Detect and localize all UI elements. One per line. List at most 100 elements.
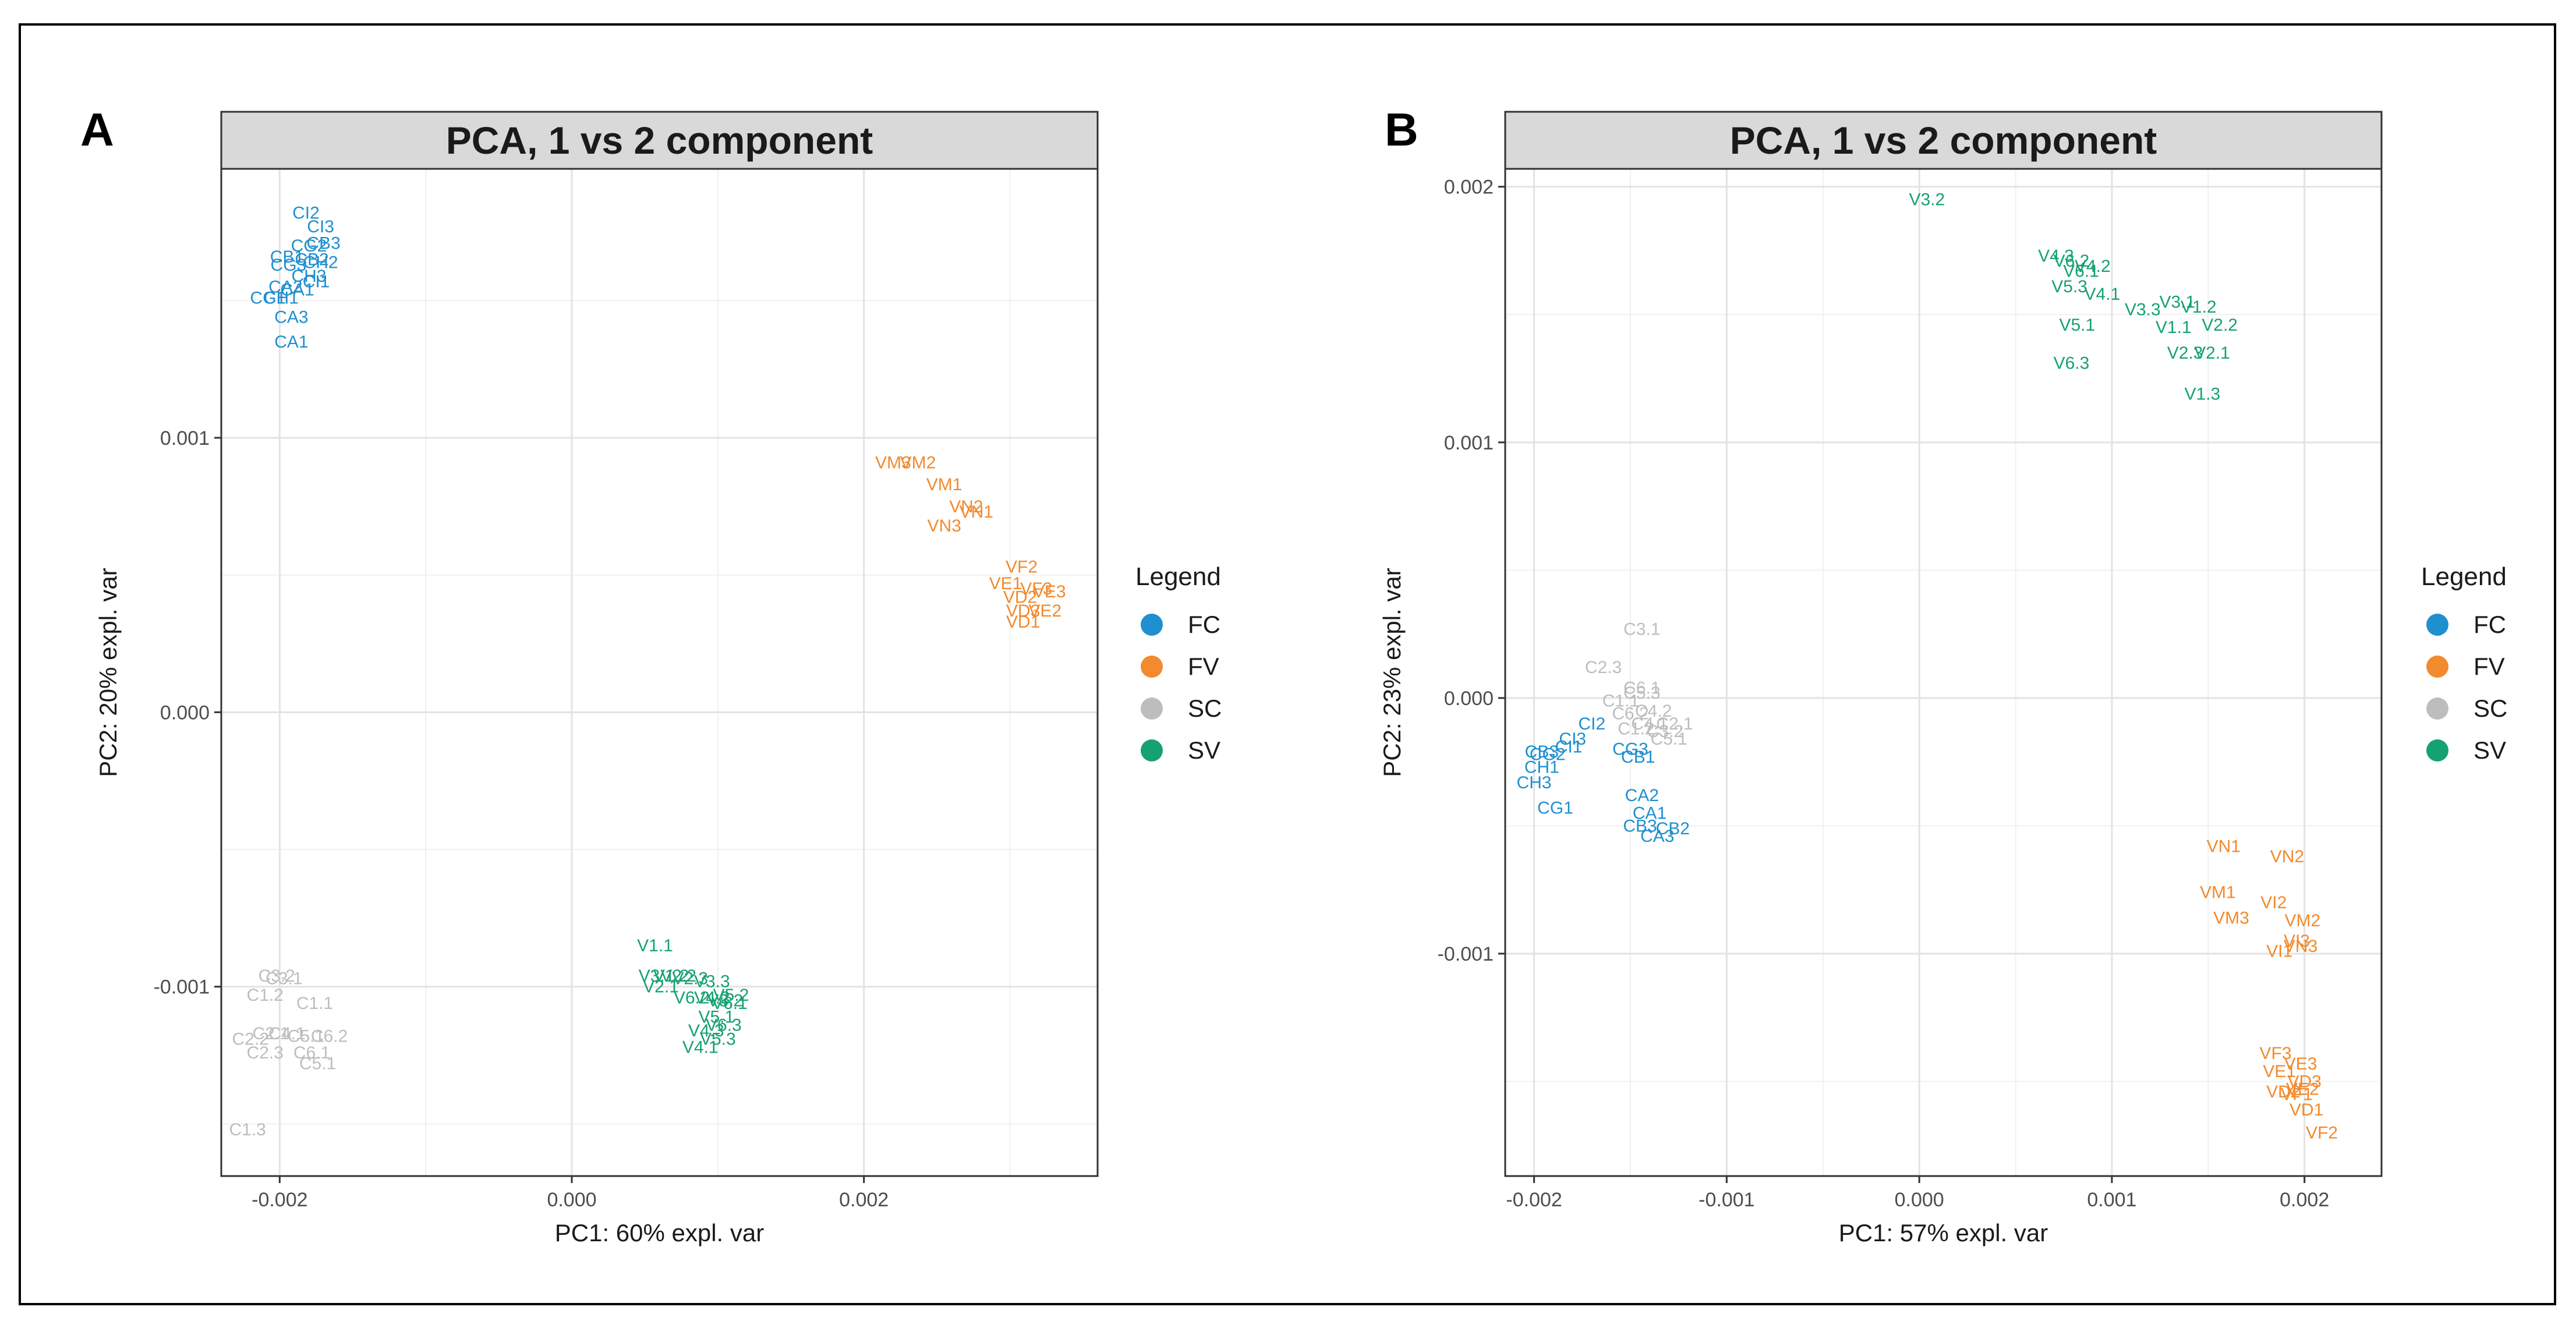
- data-point-label: VI3: [2284, 932, 2310, 951]
- data-point-label: CG1: [1537, 799, 1573, 818]
- y-tick-label: -0.001: [154, 976, 210, 998]
- data-point-label: VN3: [2284, 937, 2317, 956]
- x-tick-label: 0.000: [1895, 1189, 1944, 1211]
- data-point-label: VN1: [2207, 837, 2241, 856]
- y-tick-label: 0.001: [160, 427, 210, 449]
- data-point-label: C6.2: [311, 1027, 348, 1046]
- data-point-label: C1.3: [229, 1120, 266, 1139]
- data-point-label: VE2: [2286, 1080, 2319, 1099]
- data-labels: CI2CI3CB3CG2CI1CH1CG3CB1CH3CG1CA2CA1CB3C…: [1517, 190, 2338, 1143]
- data-point-label: V3.1: [639, 966, 675, 986]
- data-point-label: V4.2: [2075, 257, 2111, 276]
- data-point-label: CG1: [250, 289, 286, 308]
- x-tick-label: 0.002: [839, 1189, 889, 1211]
- data-point-label: C5.1: [288, 1027, 324, 1046]
- chart-panel-B: B PCA, 1 vs 2 component -0.002 -0.001 0.000 0…: [1378, 104, 2507, 1246]
- data-point-label: VE2: [1028, 601, 1061, 621]
- data-point-label: V2.1: [643, 978, 679, 997]
- facet-strip: [1504, 111, 2383, 170]
- legend-label: FV: [1188, 653, 1219, 680]
- chart-title: PCA, 1 vs 2 component: [1730, 119, 2157, 162]
- y-tick-label: 0.002: [1444, 176, 1494, 199]
- chart-title: PCA, 1 vs 2 component: [446, 119, 873, 162]
- data-point-label: CH1: [264, 289, 299, 308]
- data-point-label: V6.1: [712, 994, 748, 1013]
- y-tick-label: 0.000: [1444, 688, 1494, 710]
- data-point-label: CH3: [291, 267, 326, 286]
- figure-border: [19, 23, 2556, 1305]
- data-point-label: CG2: [1530, 745, 1566, 764]
- data-point-label: V4.1: [2085, 285, 2121, 304]
- data-point-label: V4.1: [682, 1037, 719, 1057]
- legend-label: FC: [2474, 611, 2506, 638]
- data-point-label: V2.1: [2194, 343, 2230, 363]
- data-point-label: VN2: [2270, 847, 2304, 866]
- legend-swatch: [1141, 614, 1163, 636]
- panel-letter: B: [1385, 104, 1418, 155]
- data-point-label: V4.3: [2038, 246, 2074, 265]
- y-tick-label: 0.000: [160, 702, 210, 724]
- x-tick-label: -0.002: [252, 1189, 307, 1211]
- legend-title: Legend: [1135, 562, 1221, 591]
- x-axis-title: PC1: 57% expl. var: [1839, 1219, 2048, 1246]
- data-point-label: V4.2: [694, 989, 730, 1008]
- data-point-label: V3.2: [707, 991, 744, 1010]
- data-point-label: V2.3: [672, 969, 708, 989]
- data-point-label: V1.3: [2185, 384, 2221, 403]
- plot-border: [220, 168, 1099, 1177]
- data-point-label: V1.2: [653, 966, 689, 986]
- data-point-label: C3.2: [259, 966, 295, 986]
- data-point-label: CI1: [303, 272, 330, 291]
- x-tick-label: -0.001: [1699, 1189, 1754, 1211]
- legend-swatch: [1141, 739, 1163, 762]
- data-point-label: C4.1: [1631, 714, 1668, 734]
- data-point-label: CA1: [280, 280, 314, 299]
- data-point-label: CB1: [270, 247, 304, 267]
- data-point-label: CH1: [1524, 757, 1559, 777]
- data-point-label: CA3: [1640, 827, 1674, 846]
- data-point-label: V5.1: [2060, 316, 2096, 335]
- data-point-label: VM2: [900, 453, 936, 472]
- data-point-label: CB3: [1623, 816, 1657, 835]
- data-point-label: C2.3: [247, 1043, 284, 1063]
- legend-label: SC: [1188, 695, 1222, 722]
- data-point-label: CG2: [291, 236, 327, 256]
- legend-swatch: [1141, 656, 1163, 678]
- data-point-label: V6.3: [706, 1016, 742, 1035]
- data-point-label: CI1: [1555, 737, 1583, 756]
- data-point-label: VF2: [2306, 1123, 2338, 1142]
- data-point-label: VE3: [1033, 582, 1066, 601]
- data-point-label: V3.3: [2125, 300, 2161, 319]
- data-point-label: V1.2: [2181, 298, 2217, 317]
- data-point-label: CB3: [306, 233, 340, 253]
- y-tick-label: 0.001: [1444, 432, 1494, 454]
- data-point-label: VN2: [949, 497, 983, 516]
- data-point-label: CI3: [1559, 729, 1586, 749]
- data-point-label: VE3: [2284, 1054, 2317, 1074]
- data-point-label: C1.1: [1602, 691, 1639, 710]
- legend-swatch: [2426, 697, 2448, 720]
- legend: Legend FC FV SC SV: [1135, 562, 1222, 764]
- y-axis-title: PC2: 20% expl. var: [94, 568, 122, 777]
- data-point-label: CA1: [274, 332, 308, 352]
- legend-label: SC: [2474, 695, 2507, 722]
- legend-swatch: [1141, 697, 1163, 720]
- panel-letter: A: [80, 104, 114, 155]
- data-point-label: V1.1: [2156, 318, 2192, 337]
- x-tick-label: 0.000: [547, 1189, 596, 1211]
- data-point-label: V3.2: [1909, 190, 1945, 210]
- data-point-label: CI3: [307, 217, 334, 236]
- y-tick-label: -0.001: [1438, 943, 1494, 965]
- data-point-label: CB2: [295, 250, 328, 270]
- data-labels: CI2CI3CB3CG2CB2CH2CB1CG3CH3CI1CA2CA1CG1C…: [229, 203, 1066, 1139]
- data-point-label: CG3: [271, 256, 307, 275]
- plot-border: [1504, 168, 2383, 1177]
- data-point-label: CH3: [1517, 773, 1552, 792]
- data-point-label: C1.2: [247, 986, 284, 1005]
- data-point-label: CH2: [303, 253, 338, 272]
- data-point-label: C2.2: [232, 1029, 268, 1049]
- data-point-label: V6.3: [2054, 354, 2090, 373]
- y-axis-title: PC2: 23% expl. var: [1378, 568, 1406, 777]
- data-point-label: VF1: [2281, 1085, 2313, 1104]
- data-point-label: CB2: [1656, 819, 1690, 838]
